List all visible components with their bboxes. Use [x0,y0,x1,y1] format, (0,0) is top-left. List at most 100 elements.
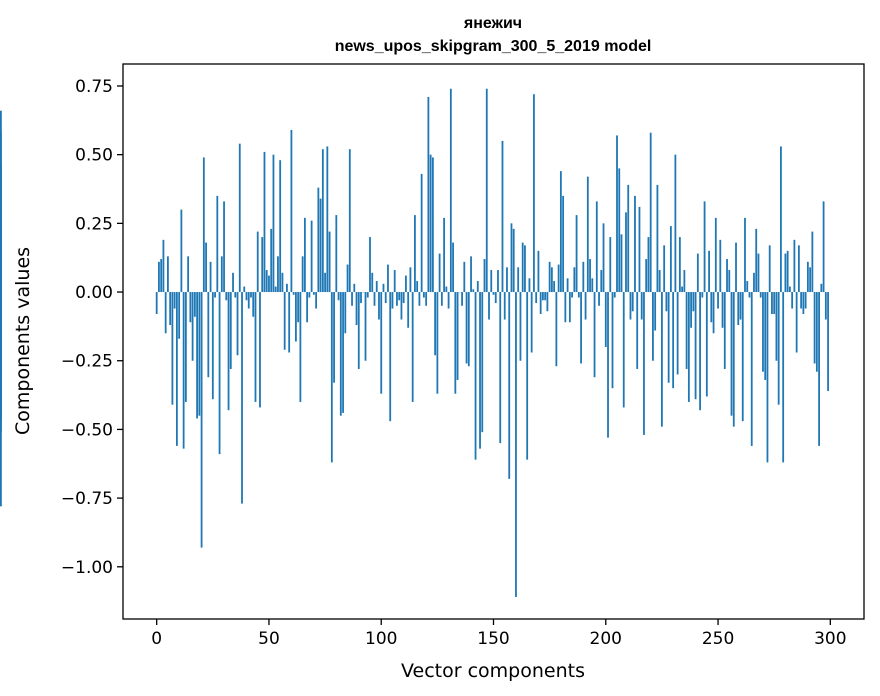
bar-168 [533,94,535,293]
bar-60 [290,129,293,293]
bar-244 [703,201,706,293]
bar-179 [557,264,560,293]
bar-234 [681,286,684,293]
bar-278 [780,146,782,293]
bar-156 [506,267,508,293]
bar-174 [546,292,549,312]
bar-143 [476,281,479,293]
bar-264 [748,292,751,298]
bar-106 [393,270,396,293]
bar-117 [418,292,421,306]
x-tick-label: 0 [151,629,162,649]
bar-197 [598,292,600,306]
bar-269 [759,292,762,298]
bar-213 [634,195,636,293]
bar-293 [813,292,816,364]
bar-237 [687,292,690,402]
bar-116 [416,281,419,293]
bar-17 [193,292,196,317]
bar-189 [580,292,582,364]
bar-288 [802,292,805,315]
bar-176 [550,267,553,293]
bar-275 [773,292,776,315]
y-tick-label: −0.75 [61,489,113,509]
bar-101 [382,283,385,293]
bar-125 [436,292,439,394]
bar-246 [708,250,710,293]
bar-157 [508,292,511,479]
bar-274 [771,292,773,315]
bar-62 [295,292,297,342]
bar-267 [755,228,758,293]
bar-89 [355,292,358,326]
bar-23 [207,292,210,378]
bar-110 [402,292,405,304]
bar-195 [593,292,596,378]
bar-123 [431,157,434,293]
bar-283 [791,292,794,309]
bar-21 [202,157,205,293]
bar-144 [479,292,481,449]
bar-36 [236,292,239,356]
bar-114 [411,292,414,402]
chart-subtitle: news_upos_skipgram_300_5_2019 model [335,38,652,55]
bar-113 [409,267,412,293]
bar-328 [0,250,2,293]
bar-222 [654,292,657,331]
bar-194 [591,278,594,293]
bar-18 [196,292,198,419]
bar-15 [189,292,192,323]
bar-297 [822,201,825,293]
bar-50 [268,275,270,293]
y-tick-label: −1.00 [61,558,113,578]
bar-172 [542,292,544,301]
bar-206 [618,168,621,293]
bar-84 [344,292,347,334]
bar-132 [452,242,454,293]
bar-82 [339,292,342,416]
bar-289 [804,292,807,309]
bar-271 [764,292,767,380]
bar-10 [178,292,181,339]
bar-124 [434,292,437,356]
bar-86 [348,149,351,293]
bar-118 [420,173,423,293]
x-tick-label: 200 [590,629,622,649]
bar-250 [717,292,719,309]
bar-103 [387,264,389,293]
bar-96 [371,272,374,293]
bar-199 [602,223,605,293]
bar-4 [164,292,167,334]
bar-61 [292,292,295,295]
bar-78 [330,292,333,463]
bar-153 [499,292,502,444]
bar-229 [669,226,672,293]
bar-69 [310,220,313,293]
bar-296 [820,283,823,293]
bar-173 [544,292,547,301]
bar-140 [470,256,472,293]
bar-175 [548,261,551,293]
bar-200 [604,292,607,347]
bar-160 [515,292,517,598]
bar-204 [613,292,616,298]
bar-255 [728,270,731,293]
bar-191 [584,292,587,320]
bar-16 [191,292,194,361]
bar-38 [241,292,243,504]
bar-127 [440,292,443,306]
bar-49 [265,270,268,293]
bar-5 [167,256,169,293]
bar-219 [647,237,650,293]
bar-259 [737,292,740,326]
bar-150 [492,292,495,295]
bar-284 [793,239,796,293]
bar-166 [528,278,531,293]
bar-253 [723,292,726,369]
bar-211 [629,292,632,320]
bar-277 [777,292,780,405]
bar-261 [741,292,744,422]
bar-98 [375,281,378,293]
bar-207 [620,234,623,293]
